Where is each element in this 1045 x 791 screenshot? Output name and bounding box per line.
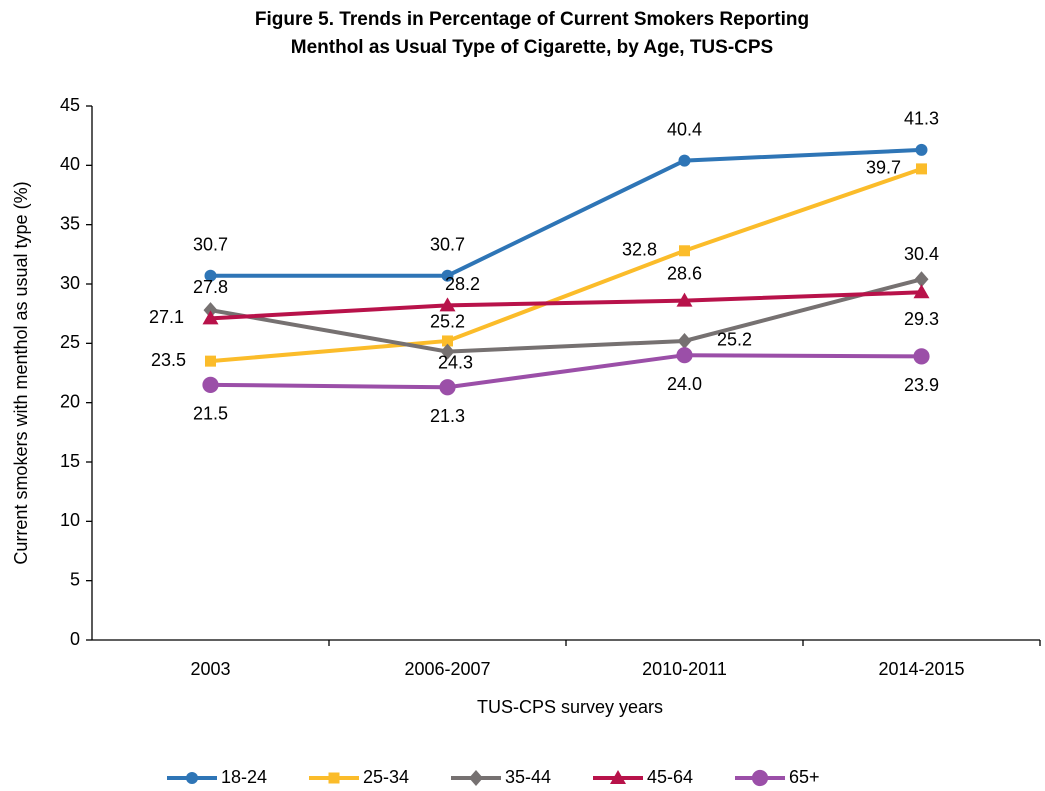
marker [913,284,930,299]
data-label: 25.2 [430,312,465,332]
data-label: 32.8 [622,240,657,260]
marker [914,271,929,288]
series [205,163,927,367]
series [202,284,930,325]
data-label: 30.4 [904,244,939,264]
series [202,347,930,396]
chart-title: Figure 5. Trends in Percentage of Curren… [255,9,809,30]
y-tick-label: 25 [60,332,80,352]
x-tick-label: 2006-2007 [404,659,490,679]
y-axis-title: Current smokers with menthol as usual ty… [11,181,31,564]
marker [913,348,930,365]
y-tick-label: 20 [60,391,80,411]
marker [915,143,928,156]
x-tick-label: 2003 [190,659,230,679]
data-label: 24.3 [438,352,473,372]
y-tick-label: 10 [60,510,80,530]
marker [328,772,340,784]
marker [202,376,219,393]
line [210,290,922,321]
line [210,277,923,354]
marker [440,343,455,360]
marker [202,310,219,325]
marker [441,269,454,282]
legend-label: 45-64 [647,767,693,787]
x-tick-label: 2014-2015 [878,659,964,679]
y-tick-label: 15 [60,451,80,471]
line [210,167,923,364]
marker [751,769,769,787]
legend-item: 65+ [735,767,820,787]
data-label: 28.6 [667,263,702,283]
marker [205,355,216,367]
y-tick-label: 45 [60,95,80,115]
legend-label: 25-34 [363,767,409,787]
series [204,143,928,282]
legend-label: 35-44 [505,767,551,787]
data-label: 40.4 [667,119,702,139]
data-label: 29.3 [904,309,939,329]
line [210,147,922,278]
marker [916,163,927,175]
data-label: 28.2 [445,274,480,294]
marker [677,332,692,349]
legend-item: 25-34 [309,767,409,787]
x-axis-title: TUS-CPS survey years [477,697,663,717]
marker [678,154,691,167]
marker [679,245,690,257]
data-label: 27.8 [193,277,228,297]
data-label: 23.5 [151,350,186,370]
data-label: 24.0 [667,374,702,394]
data-label: 21.3 [430,406,465,426]
marker [439,297,456,312]
series [203,271,929,360]
marker [469,770,483,786]
y-tick-label: 40 [60,154,80,174]
y-tick-label: 35 [60,213,80,233]
data-label: 25.2 [717,330,752,350]
chart-title: Menthol as Usual Type of Cigarette, by A… [291,37,773,58]
y-tick-label: 30 [60,273,80,293]
marker [186,772,198,784]
marker [439,379,456,396]
y-tick-label: 0 [70,629,80,649]
data-label: 30.7 [430,234,465,254]
marker [676,292,693,307]
line [210,353,922,390]
x-tick-label: 2010-2011 [642,659,727,679]
legend-item: 35-44 [451,767,551,787]
data-label: 21.5 [193,404,228,424]
marker [610,770,626,784]
legend-label: 65+ [789,767,820,787]
data-label: 23.9 [904,375,939,395]
legend-item: 45-64 [593,767,693,787]
y-tick-label: 5 [70,569,80,589]
data-label: 27.1 [149,307,184,327]
data-label: 39.7 [866,158,901,178]
marker [442,335,453,347]
marker [204,269,217,282]
legend-label: 18-24 [221,767,267,787]
data-label: 41.3 [904,109,939,129]
marker [203,302,218,319]
data-label: 30.7 [193,234,228,254]
marker [676,347,693,364]
legend-item: 18-24 [167,767,267,787]
